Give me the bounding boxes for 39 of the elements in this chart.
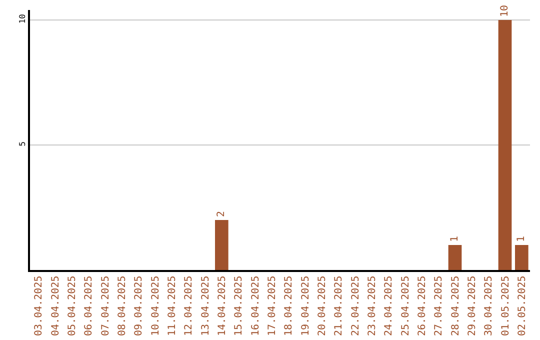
x-tick-label: 20.04.2025 [316, 276, 328, 336]
x-tick-label: 03.04.2025 [34, 276, 45, 336]
bar [448, 245, 462, 270]
x-tick-label: 07.04.2025 [100, 276, 112, 336]
y-tick-label: 5 [18, 141, 28, 146]
bar [215, 220, 228, 270]
x-tick-label: 08.04.2025 [116, 276, 128, 336]
x-tick-label: 02.05.2025 [516, 276, 528, 336]
x-tick-label: 22.04.2025 [350, 276, 362, 336]
data-label: 10 [500, 4, 510, 17]
x-tick-label: 28.04.2025 [450, 276, 462, 336]
x-tick-label: 10.04.2025 [150, 276, 162, 336]
x-tick-label: 04.04.2025 [50, 276, 62, 336]
x-tick-label: 16.04.2025 [250, 276, 262, 336]
bar [515, 245, 528, 270]
x-tick-label: 06.04.2025 [84, 276, 95, 336]
data-label: 1 [516, 236, 528, 242]
data-label: 1 [450, 236, 460, 242]
x-tick-label: 18.04.2025 [284, 276, 295, 336]
x-tick-label: 26.04.2025 [416, 276, 428, 336]
x-tick-label: 11.04.2025 [166, 276, 178, 336]
x-tick-label: 27.04.2025 [434, 276, 445, 336]
x-tick-label: 25.04.2025 [400, 276, 412, 336]
x-tick-label: 19.04.2025 [300, 276, 312, 336]
x-tick-label: 13.04.2025 [200, 276, 212, 336]
x-tick-label: 17.04.2025 [266, 276, 278, 336]
x-tick-label: 14.04.2025 [216, 276, 228, 336]
x-tick-label: 09.04.2025 [134, 276, 145, 336]
x-tick-label: 01.05.2025 [500, 276, 512, 336]
x-tick-label: 24.04.2025 [384, 276, 395, 336]
x-tick-label: 15.04.2025 [234, 276, 245, 336]
data-label: 2 [216, 210, 228, 217]
x-tick-label: 30.04.2025 [484, 276, 495, 336]
x-tick-label: 21.04.2025 [334, 276, 345, 336]
bar [498, 20, 512, 270]
x-tick-label: 23.04.2025 [366, 276, 378, 336]
x-tick-label: 29.04.2025 [466, 276, 478, 336]
x-tick-label: 12.04.2025 [184, 276, 195, 336]
x-tick-label: 05.04.2025 [66, 276, 78, 336]
